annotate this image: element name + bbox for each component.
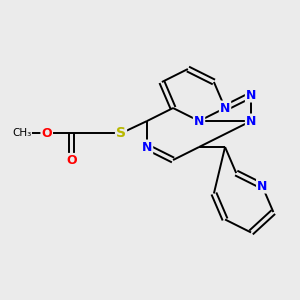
Text: N: N (194, 115, 204, 128)
Text: O: O (66, 154, 76, 167)
Text: N: N (220, 101, 230, 115)
Text: CH₃: CH₃ (12, 128, 32, 138)
Text: S: S (116, 126, 126, 140)
Text: N: N (257, 179, 267, 193)
Text: N: N (246, 88, 256, 101)
Text: N: N (142, 140, 152, 154)
Text: N: N (246, 115, 256, 128)
Text: O: O (41, 127, 52, 140)
